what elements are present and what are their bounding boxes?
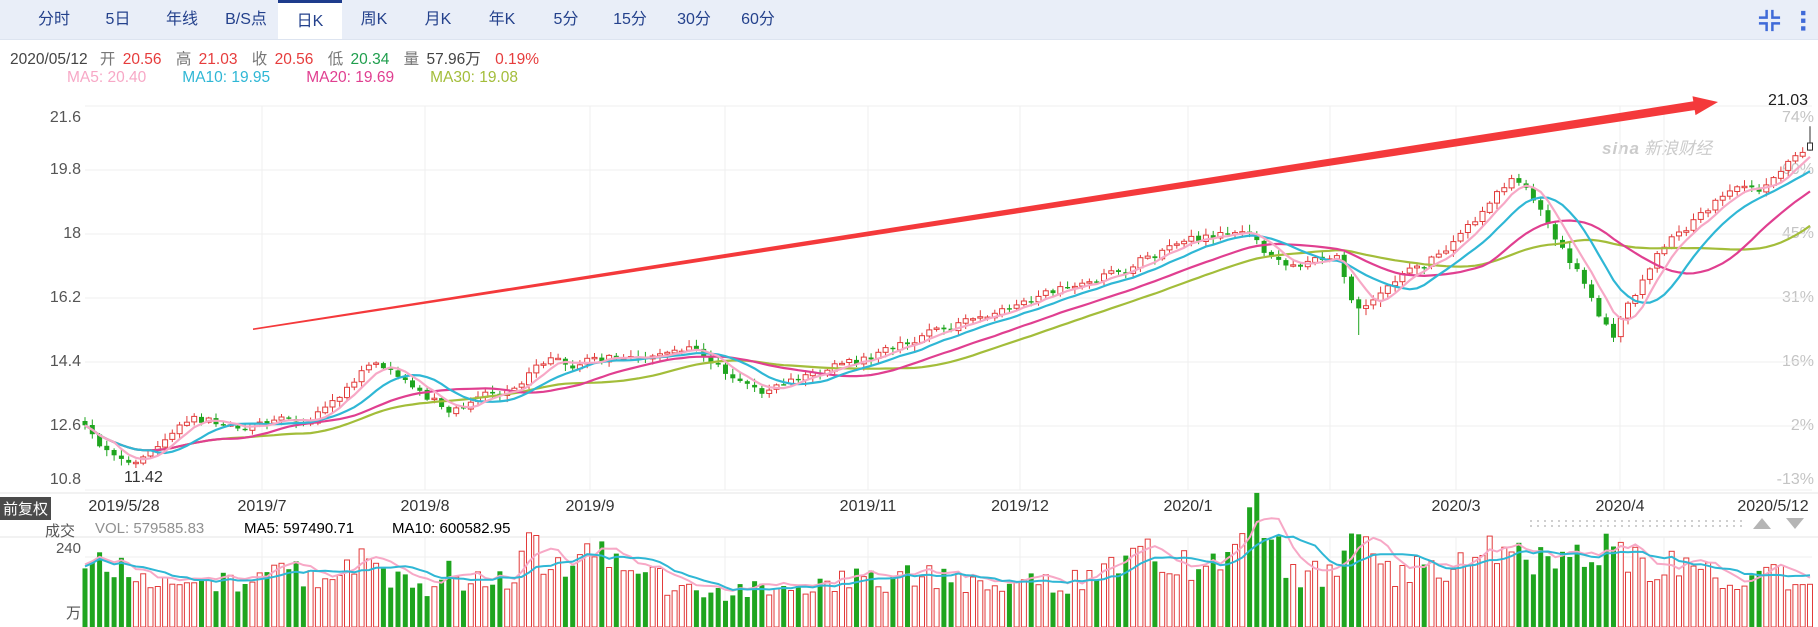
volume-label: 量 bbox=[403, 51, 420, 68]
highest-price-label: 21.03 bbox=[1767, 92, 1808, 109]
volume-pane-label: 成交 bbox=[45, 523, 76, 540]
ma-value-MA30: MA30: 19.08 bbox=[430, 69, 518, 86]
ma-indicator-bar: MA5: 20.40 MA10: 19.95 MA20: 19.69 MA30: 19… bbox=[67, 69, 554, 87]
quote-date: 2020/05/12 bbox=[10, 51, 88, 68]
sina-logo: sina bbox=[1602, 139, 1641, 158]
volume-value: 57.96万 bbox=[426, 51, 481, 68]
change-percent: 0.19% bbox=[495, 51, 540, 68]
high-label: 高 bbox=[175, 51, 192, 68]
price-axis-tick-19.8: 19.8 bbox=[49, 161, 81, 178]
tab-B/S点[interactable]: B/S点 bbox=[225, 11, 267, 28]
tab-年线[interactable]: 年线 bbox=[165, 11, 198, 28]
time-scrollbar-handle[interactable] bbox=[1530, 520, 1744, 522]
date-axis-label-2020/4: 2020/4 bbox=[1595, 498, 1645, 515]
price-axis-tick-21.6: 21.6 bbox=[49, 109, 81, 126]
kebab-menu-icon[interactable] bbox=[1798, 8, 1808, 33]
price-adjust-badge[interactable]: 前复权 bbox=[0, 497, 52, 520]
vol-value: VOL: 579585.83 bbox=[95, 520, 205, 537]
date-axis-label-2019/12: 2019/12 bbox=[991, 498, 1049, 515]
high-value: 21.03 bbox=[198, 51, 238, 68]
close-value: 20.56 bbox=[274, 51, 314, 68]
volume-axis-tick: 240 bbox=[55, 540, 81, 557]
tab-60分[interactable]: 60分 bbox=[741, 11, 775, 28]
chart-toolbar bbox=[1757, 8, 1808, 33]
low-label: 低 bbox=[327, 51, 344, 68]
lowest-price-label: 11.42 bbox=[124, 469, 163, 486]
tab-年K[interactable]: 年K bbox=[488, 11, 516, 28]
date-axis-label-2019/8: 2019/8 bbox=[400, 498, 450, 515]
collapse-chart-icon[interactable] bbox=[1757, 8, 1782, 33]
price-axis-tick-18: 18 bbox=[63, 225, 81, 242]
price-axis-tick-16.2: 16.2 bbox=[49, 289, 81, 306]
ma-value-MA20: MA20: 19.69 bbox=[306, 69, 395, 86]
triangle-down-icon[interactable] bbox=[1786, 518, 1804, 529]
date-axis-label-2019/11: 2019/11 bbox=[839, 498, 897, 515]
date-axis-label-2019/9: 2019/9 bbox=[565, 498, 615, 515]
triangle-up-icon[interactable] bbox=[1753, 518, 1771, 529]
tab-30分[interactable]: 30分 bbox=[677, 11, 711, 28]
volume-axis-unit: 万 bbox=[65, 605, 81, 622]
percent-axis-tick-74%: 74% bbox=[1781, 109, 1814, 126]
period-tabbar: 分时 5日 年线 B/S点 日K 周K 月K 年K 5分 15分 30分 60分 bbox=[0, 0, 1818, 40]
ma-value-MA10: MA10: 19.95 bbox=[182, 69, 271, 86]
open-value: 20.56 bbox=[122, 51, 162, 68]
date-axis-label-2019/7: 2019/7 bbox=[237, 498, 287, 515]
tab-15分[interactable]: 15分 bbox=[613, 11, 647, 28]
price-axis-tick-14.4: 14.4 bbox=[49, 353, 81, 370]
quote-bar: 2020/05/12 开 20.56 高 21.03 收 20.56 低 20.… bbox=[10, 47, 539, 69]
open-label: 开 bbox=[99, 51, 116, 68]
date-axis-label-2020/1: 2020/1 bbox=[1163, 498, 1213, 515]
vol-ma10-value: MA10: 600582.95 bbox=[392, 520, 511, 537]
price-axis-tick-10.8: 10.8 bbox=[49, 471, 81, 488]
date-axis-label-2020/5/12: 2020/5/12 bbox=[1737, 498, 1809, 515]
percent-axis-tick--13%: -13% bbox=[1776, 471, 1814, 488]
tab-5日[interactable]: 5日 bbox=[105, 11, 131, 28]
tab-分时[interactable]: 分时 bbox=[37, 11, 70, 28]
tab-日K[interactable]: 日K bbox=[278, 0, 342, 39]
ma-value-MA5: MA5: 20.40 bbox=[67, 69, 147, 86]
vol-ma5-value: MA5: 597490.71 bbox=[244, 520, 355, 537]
time-scrollbar-handle-2[interactable] bbox=[1530, 525, 1744, 527]
low-value: 20.34 bbox=[350, 51, 390, 68]
price-axis-tick-12.6: 12.6 bbox=[49, 417, 81, 434]
tab-周K[interactable]: 周K bbox=[360, 11, 388, 28]
tab-5分[interactable]: 5分 bbox=[553, 11, 579, 28]
close-label: 收 bbox=[251, 51, 268, 68]
sina-watermark: sina 新浪财经 bbox=[1602, 139, 1713, 158]
date-axis-label-2020/3: 2020/3 bbox=[1431, 498, 1481, 515]
date-axis-label-2019/5/28: 2019/5/28 bbox=[88, 498, 160, 515]
tab-月K[interactable]: 月K bbox=[424, 11, 452, 28]
